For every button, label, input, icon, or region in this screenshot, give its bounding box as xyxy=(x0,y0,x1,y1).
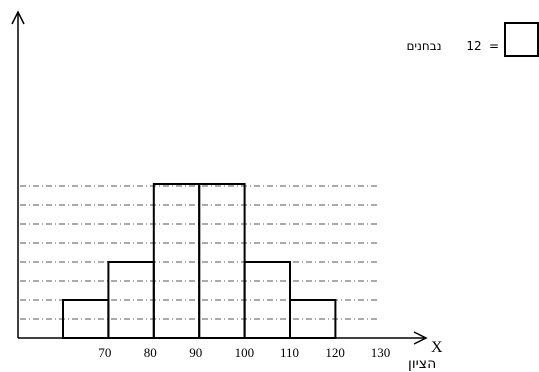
x-tick-label: 80 xyxy=(144,345,157,360)
histogram-bar xyxy=(152,183,201,339)
x-tick-label: 120 xyxy=(325,345,345,360)
x-tick-label: 130 xyxy=(371,345,391,360)
x-tick-label: 90 xyxy=(189,345,202,360)
x-tick-label: 110 xyxy=(280,345,299,360)
x-axis-letter: X xyxy=(431,339,443,356)
x-tick-label: 70 xyxy=(98,345,111,360)
legend-equals: = xyxy=(489,39,499,53)
histogram-bar xyxy=(198,183,246,339)
x-axis-label: הציון xyxy=(408,356,436,372)
legend-label: נבחנים xyxy=(406,39,441,53)
x-tick-label: 100 xyxy=(235,345,255,360)
legend-box-icon xyxy=(504,22,539,57)
histogram-bars xyxy=(62,183,337,339)
x-axis-arrow xyxy=(413,331,428,345)
legend-value: 12 xyxy=(466,39,481,53)
x-tick-labels: 70 80 90 100 110 120 130 xyxy=(98,345,390,360)
y-axis-arrow xyxy=(11,10,25,25)
